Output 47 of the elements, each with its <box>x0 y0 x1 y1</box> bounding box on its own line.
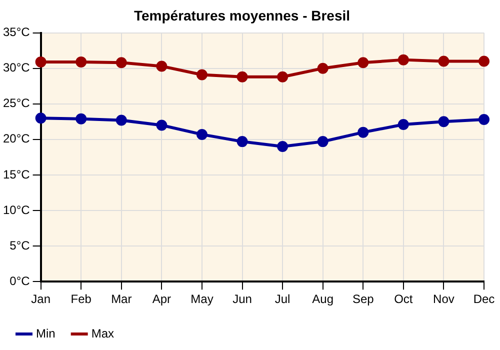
y-tick-label: 20°C <box>3 132 30 146</box>
y-tick-label: 25°C <box>3 96 30 110</box>
point <box>478 114 490 126</box>
x-tick-label: Feb <box>70 292 92 306</box>
x-tick-label: Jul <box>274 292 290 306</box>
y-tick-label: 15°C <box>3 167 30 182</box>
point <box>116 57 127 68</box>
x-tick-label: Jan <box>31 292 50 306</box>
point <box>35 56 46 68</box>
point <box>76 113 87 124</box>
x-tick-label: Sep <box>352 292 374 306</box>
point <box>196 128 208 140</box>
point <box>277 71 288 82</box>
point <box>236 71 248 82</box>
x-tick-label: Apr <box>152 292 172 306</box>
point <box>317 136 328 148</box>
point <box>156 60 168 72</box>
y-tick-label: 0°C <box>10 274 30 288</box>
point <box>76 56 87 68</box>
x-tick-label: Mar <box>111 292 132 306</box>
point <box>398 119 409 130</box>
point <box>317 62 328 74</box>
point <box>116 114 127 126</box>
point <box>35 112 46 124</box>
y-tick-label: 5°C <box>10 238 30 252</box>
point <box>358 126 369 138</box>
legend-label: Max <box>91 326 114 340</box>
point <box>358 57 369 68</box>
x-tick-label: Dec <box>473 292 495 306</box>
chart-title: Températures moyennes - Bresil <box>134 7 350 24</box>
point <box>478 56 490 67</box>
legend-label: Min <box>36 326 56 340</box>
x-tick-label: Aug <box>312 292 334 306</box>
point <box>277 141 288 152</box>
point <box>196 69 208 80</box>
x-tick-label: Jun <box>232 292 252 306</box>
x-tick-label: May <box>190 292 214 306</box>
y-tick-label: 35°C <box>3 25 30 40</box>
y-tick-label: 30°C <box>3 60 30 75</box>
point <box>398 54 409 66</box>
point <box>156 120 168 131</box>
x-tick-label: Oct <box>394 292 414 306</box>
point <box>236 136 248 148</box>
y-tick-label: 10°C <box>3 202 30 217</box>
point <box>438 116 450 128</box>
point <box>438 56 450 67</box>
x-tick-label: Nov <box>433 292 454 306</box>
